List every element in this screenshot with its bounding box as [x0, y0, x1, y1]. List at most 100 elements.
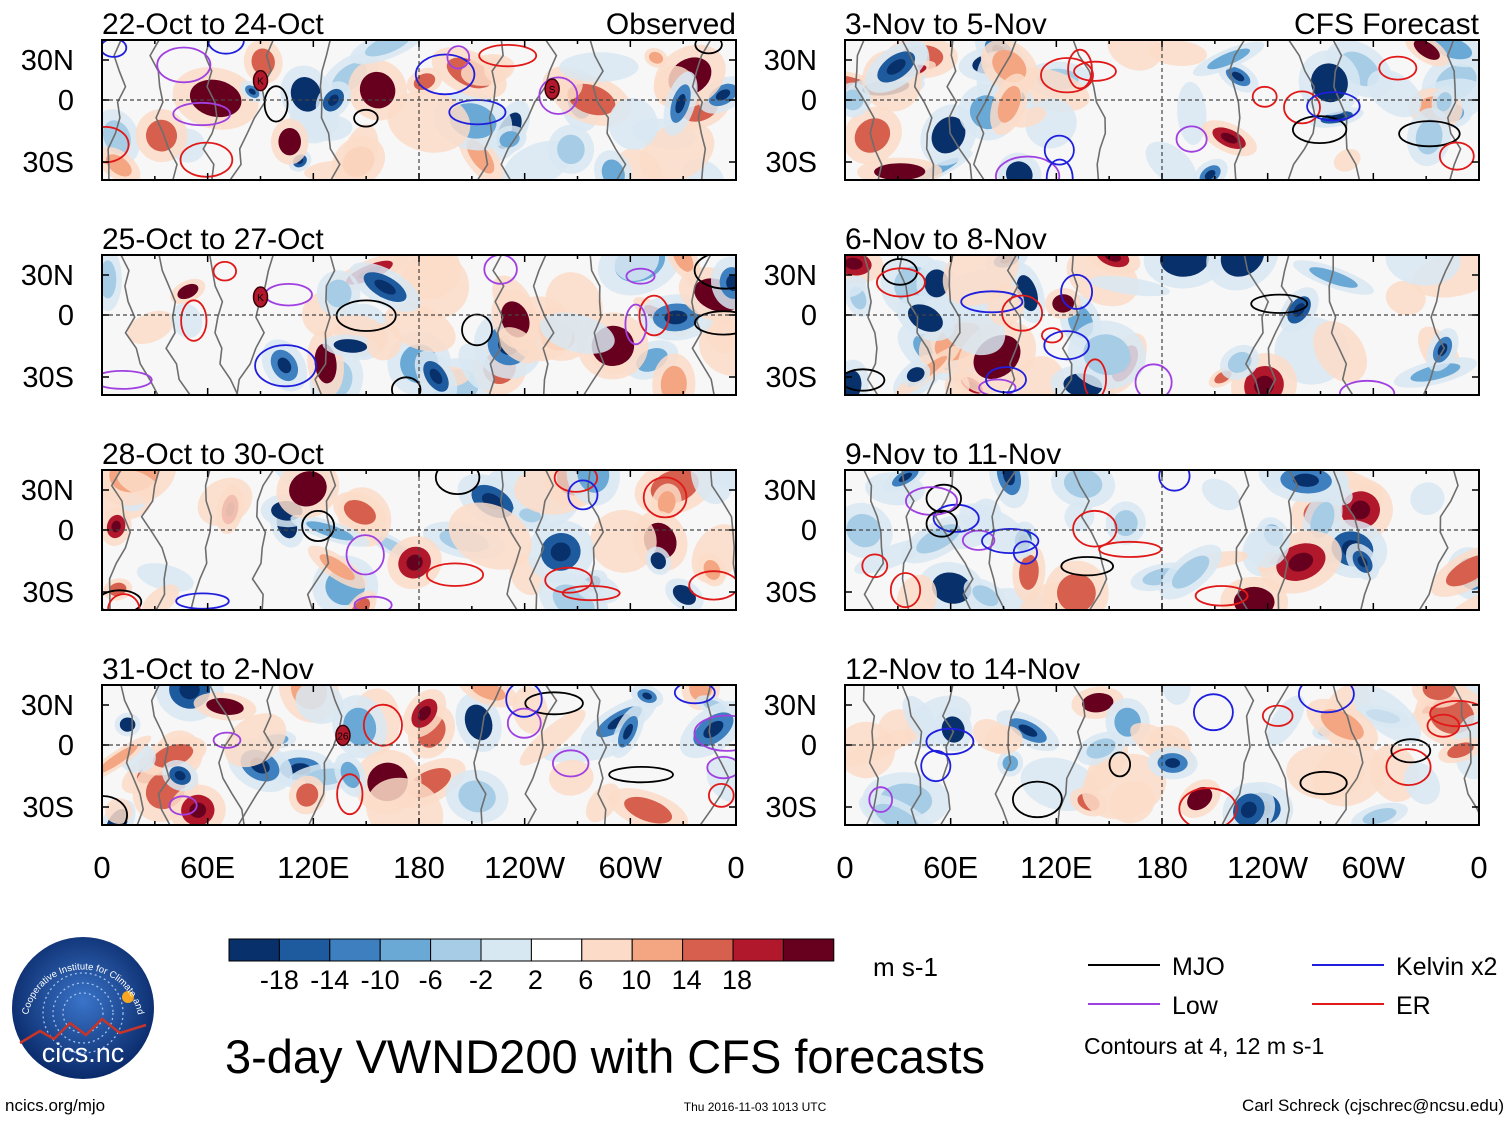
wave-contour: [960, 290, 1024, 314]
colorbar-swatch: [278, 938, 331, 962]
anomaly-blob-peak: [886, 167, 913, 176]
colorbar-swatch: [430, 938, 482, 962]
wave-contour: [1175, 125, 1208, 153]
anomaly-blob-core: [102, 744, 138, 774]
wave-contour: [625, 267, 656, 285]
anomaly-blob-peak: [940, 125, 957, 145]
forecast-column-label: CFS Forecast: [1294, 8, 1480, 41]
anomaly-blob-core: [102, 260, 117, 299]
coastline-path: [308, 685, 343, 825]
panel-ticks: [101, 255, 737, 395]
anomaly-blob-peak: [941, 580, 962, 596]
wave-contour: [985, 366, 1027, 394]
anomaly-blob: [1162, 685, 1191, 705]
wind-anomaly-field: [845, 470, 1479, 610]
anomaly-blob: [1443, 589, 1479, 610]
footer-website: ncics.org/mjo: [5, 1096, 105, 1115]
anomaly-blob: [896, 574, 937, 610]
colorbar-tick-label: 2: [528, 965, 543, 995]
anomaly-blob: [1145, 141, 1196, 180]
anomaly-blob-core: [1422, 685, 1455, 701]
anomaly-blob: [1109, 780, 1155, 824]
anomaly-blob-peak: [675, 93, 686, 114]
anomaly-blob-peak: [248, 88, 256, 95]
storm-marker: K: [252, 69, 269, 92]
cics-logo: Cooperative Institute for Climate and Sa…: [10, 935, 154, 1079]
anomaly-blob: [613, 255, 660, 281]
wind-anomaly-field: [102, 470, 736, 610]
period-label: 25-Oct to 27-Oct: [102, 223, 324, 256]
wave-contour: [414, 53, 476, 96]
wave-contour: [212, 261, 238, 282]
anomaly-blob: [1385, 255, 1461, 286]
wave-contour: [335, 299, 397, 332]
colorbar-tick-label: -6: [419, 965, 443, 995]
wave-contour: [1378, 55, 1418, 81]
map-panel-observed-4: 30N 0 30S 31-Oct to 2-Nov 0 60E 120E 180 120W 60W…: [21, 653, 745, 885]
storm-marker-shape: [252, 286, 269, 308]
wave-contour: [1390, 738, 1432, 764]
wave-contour: [506, 707, 542, 739]
wave-contour: [175, 592, 230, 610]
coastline-path: [1060, 255, 1080, 395]
anomaly-blob-core: [1445, 554, 1479, 587]
coastline-path: [691, 40, 712, 180]
anomaly-blob-peak: [174, 770, 186, 781]
wave-contour: [1398, 120, 1461, 148]
latitude-label: 30N: [764, 45, 817, 77]
anomaly-blob-core: [854, 118, 891, 153]
coastline-path: [209, 685, 245, 825]
period-label: 31-Oct to 2-Nov: [102, 653, 314, 686]
anomaly-blob-core: [972, 585, 999, 607]
wave-contour: [889, 572, 922, 609]
anomaly-blob-peak: [298, 85, 314, 103]
wind-anomaly-field: [845, 40, 1479, 180]
legend-label: MJO: [1172, 953, 1225, 981]
panel-ticks: [844, 255, 1480, 395]
wave-contour: [693, 255, 736, 290]
longitude-label: 180: [1136, 850, 1188, 885]
coastline-path: [150, 685, 171, 825]
coastline-path: [854, 40, 883, 180]
anomaly-blob: [1148, 40, 1208, 66]
anomaly-blob-core: [1227, 351, 1252, 373]
coastline-path: [476, 40, 504, 180]
panel-ticks: [101, 40, 737, 180]
anomaly-blob-core: [997, 85, 1021, 123]
latitude-label: 30S: [765, 147, 817, 179]
coastlines: [107, 40, 712, 180]
anomaly-blob: [117, 470, 160, 498]
anomaly-blob-peak: [845, 257, 863, 270]
wave-contour: [391, 376, 422, 395]
anomaly-blob: [608, 98, 658, 150]
wave-contour: [168, 795, 198, 816]
panel-ticks: [844, 470, 1480, 610]
coastline-path: [1332, 470, 1372, 610]
anomaly-blob-peak: [623, 723, 633, 740]
coastline-path: [500, 40, 558, 180]
storm-marker-label: S: [549, 85, 556, 96]
anomaly-blob-peak: [342, 342, 359, 350]
anomaly-blob: [539, 312, 615, 354]
wave-contour: [1429, 700, 1479, 728]
wave-contour: [553, 470, 599, 493]
coastline-path: [945, 255, 961, 395]
latitude-label: 0: [58, 515, 74, 547]
map-panel-observed-1: 30N 0 30S 22-Oct to 24-Oct Observed: [21, 8, 737, 181]
anomaly-blob-core: [1086, 738, 1116, 759]
latitude-label: 30N: [21, 475, 74, 507]
wind-anomaly-field: [102, 40, 736, 180]
wave-contour: [301, 509, 336, 542]
anomaly-blob-core: [648, 51, 664, 64]
wave-contour: [1072, 509, 1118, 548]
anomaly-blob: [170, 303, 203, 338]
colorbar-tick-label: 6: [578, 965, 593, 995]
coastline-path: [251, 470, 274, 610]
anomaly-blob-core: [657, 491, 676, 515]
wave-contour: [1339, 379, 1396, 395]
coastline-path: [946, 40, 973, 180]
storm-marker: 26: [335, 724, 351, 747]
footer-timestamp: Thu 2016-11-03 1013 UTC: [684, 1100, 827, 1114]
wave-contour: [1043, 330, 1090, 361]
storm-marker: K: [252, 286, 269, 308]
